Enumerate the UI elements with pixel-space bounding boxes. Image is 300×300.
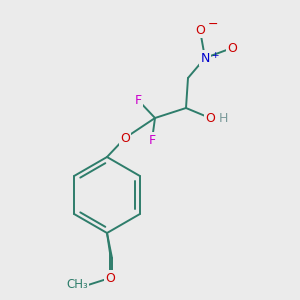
Text: F: F <box>134 94 142 106</box>
Text: O: O <box>227 41 237 55</box>
Text: O: O <box>105 272 115 284</box>
Text: H: H <box>218 112 228 124</box>
Text: N: N <box>200 52 210 64</box>
Text: F: F <box>148 134 156 146</box>
Text: CH₃: CH₃ <box>66 278 88 292</box>
Text: +: + <box>211 50 218 59</box>
Text: O: O <box>195 23 205 37</box>
Text: O: O <box>120 131 130 145</box>
Text: −: − <box>208 17 218 31</box>
Text: O: O <box>205 112 215 124</box>
